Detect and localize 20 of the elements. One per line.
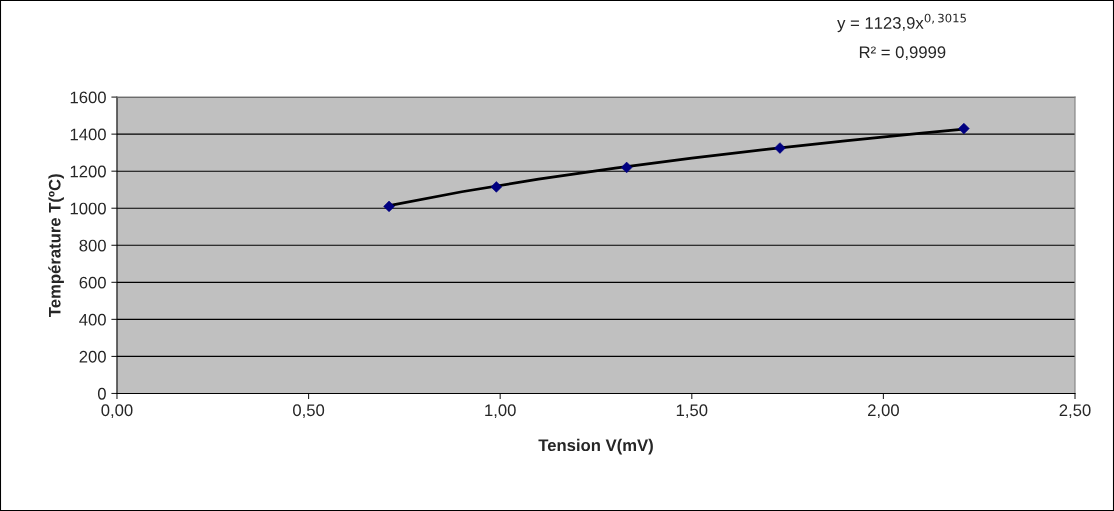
point — [620, 161, 633, 174]
x-tick-label: 0,50 — [293, 404, 325, 419]
y-tick-label: 800 — [79, 239, 106, 252]
x-axis-title: Tension V(mV) — [538, 438, 653, 455]
y-axis-title: Température T(ºC) — [48, 174, 64, 317]
x-tick-label: 1,50 — [676, 404, 708, 419]
y-tick-label: 1400 — [70, 128, 106, 141]
x-tick-label: 1,00 — [485, 404, 516, 419]
y-tick-label: 1200 — [70, 165, 106, 178]
y-tick-label: 200 — [79, 350, 106, 363]
y-tick-label: 1600 — [70, 91, 106, 104]
x-tick-label: 0,00 — [101, 404, 133, 419]
y-tick-label: 0 — [97, 387, 106, 400]
y-tick-label: 600 — [79, 276, 106, 289]
text: y = 1123,9x$^{0,3015}$ — [837, 13, 966, 33]
y-tick-label: 1000 — [70, 202, 106, 215]
y-tick-label: 400 — [79, 313, 106, 326]
x-tick-label: 2,50 — [1059, 404, 1091, 419]
text: R² = 0,9999 — [859, 46, 946, 61]
x-tick-label: 2,00 — [868, 404, 899, 419]
